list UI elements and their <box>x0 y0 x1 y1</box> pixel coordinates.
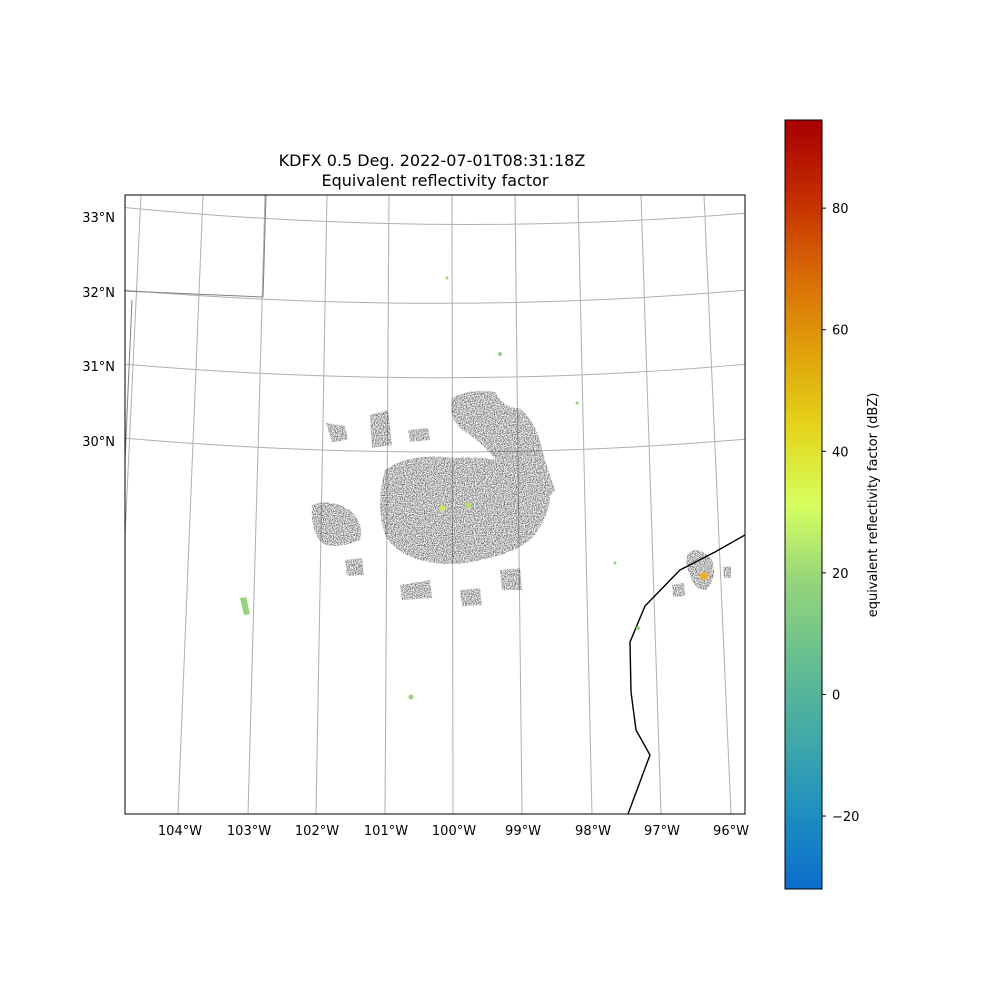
lon-tick-label: 99°W <box>505 824 541 839</box>
lon-tick-label: 97°W <box>644 824 680 839</box>
map-frame <box>124 194 746 815</box>
nm-tx-border <box>125 195 267 298</box>
echo-scatter-north <box>326 410 430 448</box>
lon-gridline-96 <box>703 195 732 814</box>
map-area <box>125 195 745 814</box>
colorbar-tick-label: 20 <box>832 567 849 582</box>
lat-tick-label: 30°N <box>82 435 115 450</box>
chart-title-line1: KDFX 0.5 Deg. 2022-07-01T08:31:18Z <box>279 151 586 170</box>
colorbar-tick-label: −20 <box>832 810 859 825</box>
colorbar-tick-label: 0 <box>832 688 840 703</box>
lon-gridline-105 <box>125 195 142 548</box>
lat-tick-labels: 33°N 32°N 31°N 30°N <box>82 211 115 450</box>
echo-spot-3 <box>575 401 579 405</box>
echo-east-cell-2 <box>672 566 731 597</box>
radar-echoes <box>240 276 731 700</box>
echo-blob-core <box>395 468 515 548</box>
lon-tick-label: 104°W <box>158 824 202 839</box>
colorbar-tick-label: 40 <box>832 445 849 460</box>
chart-title-line2: Equivalent reflectivity factor <box>321 171 548 190</box>
lon-gridline-98 <box>577 195 593 814</box>
lon-tick-label: 98°W <box>575 824 611 839</box>
lat-tick-label: 31°N <box>82 360 115 375</box>
echo-spot-5 <box>613 561 617 565</box>
echo-spot-8 <box>439 505 445 511</box>
lon-gridline-104 <box>177 195 204 814</box>
lon-tick-label: 102°W <box>295 824 339 839</box>
lon-gridline-103 <box>247 195 266 814</box>
lon-tick-label: 96°W <box>713 824 749 839</box>
lon-tick-labels: 104°W 103°W 102°W 101°W 100°W 99°W 98°W 97°W 96°… <box>158 824 749 839</box>
colorbar <box>784 119 823 890</box>
echo-spot-2 <box>498 352 502 356</box>
lon-tick-label: 101°W <box>364 824 408 839</box>
echo-blob-north <box>451 390 555 499</box>
echo-blob-west <box>311 502 362 546</box>
state-borders <box>125 195 267 461</box>
echo-spot-4 <box>408 694 414 700</box>
lat-tick-label: 32°N <box>82 286 115 301</box>
lon-gridline-97 <box>640 195 662 814</box>
colorbar-ticks: −20 0 20 40 60 80 <box>822 202 859 825</box>
lon-tick-label: 100°W <box>432 824 476 839</box>
echo-spot-7 <box>240 597 250 615</box>
lat-gridline-31 <box>125 363 745 379</box>
lat-gridline-32 <box>125 289 745 304</box>
lat-tick-label: 33°N <box>82 211 115 226</box>
echo-east-cell <box>686 550 714 590</box>
colorbar-tick-label: 80 <box>832 202 849 217</box>
echo-spot-9 <box>465 502 471 508</box>
echo-scatter-south <box>345 558 522 606</box>
lat-gridline-30 <box>125 437 745 453</box>
lat-gridline-33 <box>125 207 745 225</box>
colorbar-label: equivalent reflectivity factor (dBZ) <box>866 393 881 618</box>
echo-spot-1 <box>445 276 449 280</box>
lat-gridlines <box>125 207 745 453</box>
lon-tick-label: 103°W <box>227 824 271 839</box>
colorbar-tick-label: 60 <box>832 324 849 339</box>
west-border <box>125 299 133 461</box>
echo-east-core <box>700 572 708 580</box>
echo-spot-6 <box>636 626 640 630</box>
